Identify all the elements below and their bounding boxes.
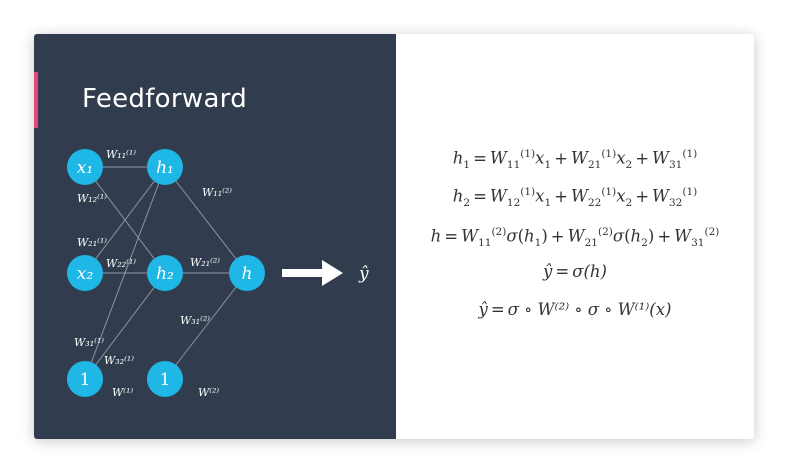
arrow-right-icon: [282, 260, 343, 286]
eq1-lhs: h: [452, 148, 464, 168]
node-output-label: h: [242, 264, 253, 284]
node-x1-label: x₁: [77, 158, 93, 178]
diagram-panel: Feedforward: [34, 34, 396, 439]
node-bias-hidden-label: 1: [160, 370, 171, 390]
slide-title: Feedforward: [82, 84, 248, 114]
weight-w12-layer1: W₁₂⁽¹⁾: [77, 192, 107, 205]
title-accent-bar: [34, 72, 38, 128]
weight-w21-layer1: W₂₁⁽¹⁾: [77, 236, 107, 249]
node-h2: [147, 255, 183, 291]
weight-w31-layer1: W₃₁⁽¹⁾: [74, 336, 104, 349]
equations-panel: h1 = W11(1)x1 + W21(1)x2 + W31(1) h2 = W12(1)x1 +…: [396, 34, 754, 439]
eq2-lhs: h: [452, 186, 464, 206]
node-output: [229, 255, 265, 291]
eq1-lhs-sub: 1: [463, 158, 471, 171]
equation-h1: h1 = W11(1)x1 + W21(1)x2 + W31(1): [452, 148, 698, 171]
edge-h1-out: [164, 166, 248, 274]
node-h1-label: h₁: [156, 158, 174, 178]
equation-composition: ŷ = σ ∘ W⁽²⁾ ∘ σ ∘ W⁽¹⁾(x): [478, 300, 672, 319]
output-y-hat-label: ŷ: [358, 264, 369, 284]
node-bias-input-label: 1: [80, 370, 91, 390]
node-bias-hidden: [147, 361, 183, 397]
eq2-lhs-sub: 2: [463, 196, 471, 209]
weight-matrix-W1: W⁽¹⁾: [112, 386, 133, 399]
equation-h2: h2 = W12(1)x1 + W22(1)x2 + W32(1): [452, 186, 698, 209]
edge-x2-h1: [84, 166, 166, 274]
slide: Feedforward: [34, 34, 754, 439]
weight-w11-layer2: W₁₁⁽²⁾: [202, 186, 232, 199]
node-bias-input: [67, 361, 103, 397]
weight-w21-layer2: W₂₁⁽²⁾: [190, 256, 220, 269]
equation-y-hat: ŷ = σ(h): [543, 262, 607, 281]
neural-network-diagram: x₁ x₂ h₁ h₂ h 1 1 W₁₁⁽¹⁾ W₁₂⁽¹⁾ W₂₁⁽¹⁾ W…: [67, 148, 369, 399]
eq3-lhs: h: [430, 226, 442, 246]
node-h1: [147, 149, 183, 185]
edge-bias1-h2: [84, 272, 166, 380]
eq4-lhs: ŷ: [543, 262, 553, 281]
eq4-rhs: σ(h): [572, 262, 607, 281]
node-x2-label: x₂: [77, 264, 94, 284]
node-x2: [67, 255, 103, 291]
weight-w11-layer1: W₁₁⁽¹⁾: [106, 148, 136, 161]
weight-w31-layer2: W₃₁⁽²⁾: [180, 314, 210, 327]
eq5-rhs: σ ∘ W⁽²⁾ ∘ σ ∘ W⁽¹⁾(x): [507, 300, 672, 319]
equation-h: h = W11(2)σ(h1) + W21(2)σ(h2) + W31(2): [430, 226, 720, 249]
edge-bias2-out: [164, 272, 248, 380]
edge-bias1-h1: [84, 166, 166, 380]
weight-matrix-W2: W⁽²⁾: [198, 386, 219, 399]
weight-w32-layer1: W₃₂⁽¹⁾: [104, 354, 134, 367]
node-h2-label: h₂: [156, 264, 174, 284]
weight-w22-layer1: W₂₂⁽¹⁾: [106, 257, 136, 270]
node-x1: [67, 149, 103, 185]
eq5-lhs: ŷ: [478, 300, 488, 319]
